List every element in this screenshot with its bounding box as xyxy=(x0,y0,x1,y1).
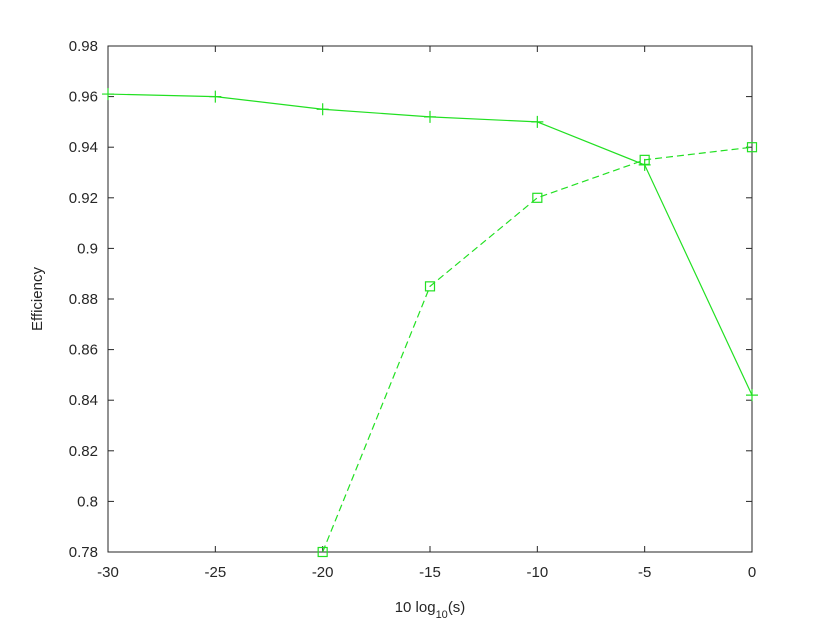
x-tick-label: -30 xyxy=(97,564,119,581)
y-tick-label: 0.86 xyxy=(69,342,98,359)
y-tick-label: 0.98 xyxy=(69,38,98,55)
marker-plus xyxy=(102,88,114,101)
x-tick-label: -20 xyxy=(312,564,334,581)
marker-square xyxy=(746,142,758,153)
x-tick-label: -15 xyxy=(419,564,441,581)
marker-plus xyxy=(746,389,758,402)
y-tick-label: 0.96 xyxy=(69,89,98,106)
x-tick-label: 0 xyxy=(748,564,756,581)
series-line xyxy=(322,146,753,553)
marker-square xyxy=(639,154,650,165)
marker-plus xyxy=(316,103,329,116)
marker-plus xyxy=(209,90,222,103)
y-tick-label: 0.94 xyxy=(69,139,98,156)
y-tick-label: 0.84 xyxy=(69,392,98,409)
y-tick-label: 0.82 xyxy=(69,443,98,460)
x-tick-label: -25 xyxy=(204,564,226,581)
marker-plus xyxy=(424,110,436,123)
y-tick-label: 0.78 xyxy=(69,544,98,561)
y-tick-label: 0.92 xyxy=(69,190,98,207)
x-axis-label: 10 log10(s) xyxy=(395,599,466,621)
marker-square xyxy=(317,546,328,558)
marker-square xyxy=(424,281,436,292)
x-tick-label: -5 xyxy=(638,564,651,581)
marker-plus xyxy=(531,115,544,128)
x-label-subscript: 10 xyxy=(436,609,448,621)
y-axis-label: Efficiency xyxy=(29,267,46,331)
x-label-main: 10 log xyxy=(395,599,436,616)
y-tick-label: 0.8 xyxy=(77,493,98,510)
y-tick-label: 0.88 xyxy=(69,291,98,308)
x-tick-label: -10 xyxy=(526,564,548,581)
x-label-suffix: (s) xyxy=(448,599,466,616)
marker-square xyxy=(532,192,543,203)
y-tick-label: 0.9 xyxy=(77,240,98,257)
